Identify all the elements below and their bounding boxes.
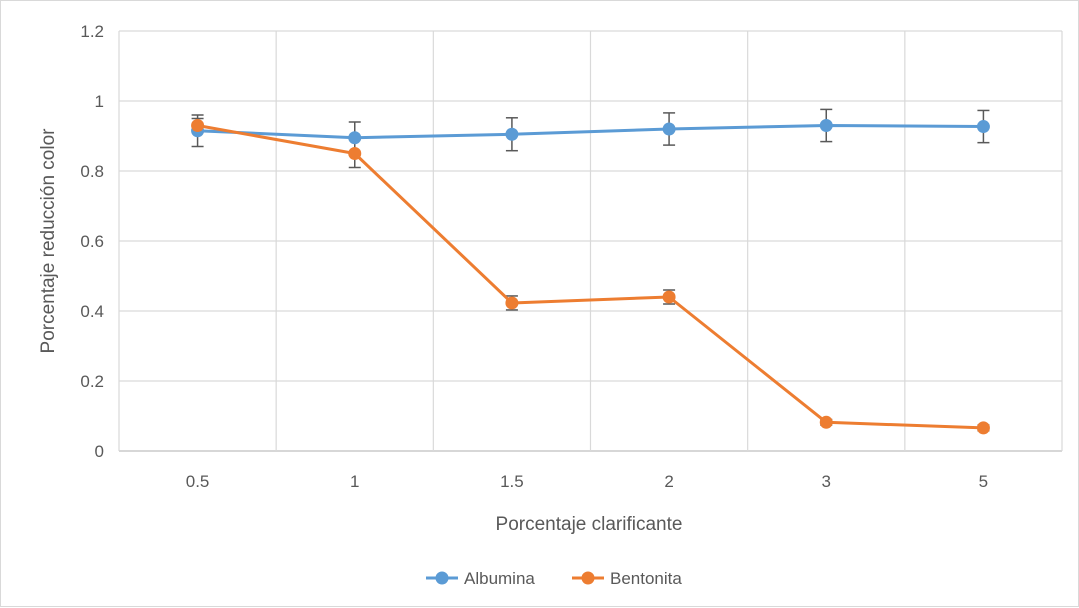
legend-item-bentonita: Bentonita — [572, 569, 682, 588]
series-line-bentonita — [196, 124, 985, 430]
y-tick-label: 1 — [95, 92, 104, 111]
x-tick-label: 2 — [664, 472, 673, 491]
data-point-albumina — [505, 127, 519, 141]
x-axis-ticks: 0.5 1 1.5 2 3 5 — [186, 472, 988, 491]
y-tick-label: 0 — [95, 442, 104, 461]
y-tick-label: 1.2 — [80, 22, 104, 41]
data-point-bentonita — [662, 290, 676, 304]
legend-label: Albumina — [464, 569, 535, 588]
legend-item-albumina: Albumina — [426, 569, 535, 588]
y-tick-label: 0.8 — [80, 162, 104, 181]
gridlines — [118, 30, 1063, 452]
series-markers — [191, 119, 990, 435]
y-axis-ticks: 0 0.2 0.4 0.6 0.8 1 1.2 — [80, 22, 104, 461]
data-point-bentonita — [819, 415, 833, 429]
legend-swatch-marker — [435, 571, 449, 585]
x-tick-label: 3 — [822, 472, 831, 491]
series-lines — [196, 124, 985, 430]
x-tick-label: 1 — [350, 472, 359, 491]
x-tick-label: 1.5 — [500, 472, 524, 491]
data-point-bentonita — [976, 421, 990, 435]
data-point-albumina — [662, 122, 676, 136]
series-line-albumina — [196, 124, 985, 140]
data-point-albumina — [819, 119, 833, 132]
legend: Albumina Bentonita — [426, 569, 682, 588]
x-tick-label: 0.5 — [186, 472, 210, 491]
x-tick-label: 5 — [979, 472, 988, 491]
data-point-albumina — [348, 131, 362, 145]
y-tick-label: 0.2 — [80, 372, 104, 391]
data-point-bentonita — [348, 147, 362, 160]
data-point-bentonita — [191, 119, 205, 132]
data-point-bentonita — [505, 296, 519, 310]
legend-swatch-marker — [581, 571, 595, 585]
data-point-albumina — [976, 120, 990, 134]
x-axis-title: Porcentaje clarificante — [496, 514, 683, 535]
legend-label: Bentonita — [610, 569, 682, 588]
y-tick-label: 0.4 — [80, 302, 104, 321]
y-axis-title: Porcentaje reducción color — [38, 128, 59, 354]
y-tick-label: 0.6 — [80, 232, 104, 251]
